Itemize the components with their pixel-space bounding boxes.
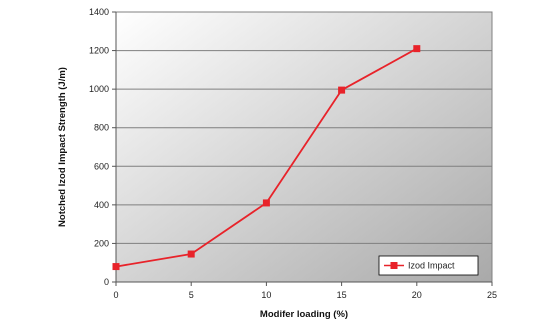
x-tick-label: 5 — [189, 290, 194, 300]
x-tick-label: 10 — [261, 290, 271, 300]
y-tick-label: 200 — [94, 238, 109, 248]
x-axis-title: Modifer loading (%) — [260, 309, 348, 320]
legend-box — [378, 255, 479, 276]
data-point — [413, 45, 421, 53]
grid-lines — [116, 50, 492, 244]
data-point — [112, 263, 120, 271]
series-layer — [112, 45, 421, 271]
y-tick-label: 400 — [94, 200, 109, 210]
y-axis-ticks: 0 200 400 600 800 1000 1200 1400 — [89, 7, 116, 287]
y-tick-label: 0 — [104, 277, 109, 287]
legend-label: Izod Impact — [408, 261, 455, 271]
data-point — [187, 250, 195, 258]
y-tick-label: 1200 — [89, 46, 109, 56]
x-tick-label: 25 — [487, 290, 497, 300]
x-tick-label: 15 — [337, 290, 347, 300]
legend-marker-sample — [390, 262, 398, 269]
y-axis-title: Notched Izod Impact Strength (J/m) — [57, 67, 68, 227]
data-point — [262, 199, 270, 207]
x-tick-label: 20 — [412, 290, 422, 300]
y-tick-label: 1000 — [89, 84, 109, 94]
x-axis-ticks: 0 5 10 15 20 25 — [113, 282, 497, 300]
legend: Izod Impact — [378, 255, 479, 276]
y-tick-label: 600 — [94, 161, 109, 171]
x-tick-label: 0 — [113, 290, 118, 300]
y-tick-label: 800 — [94, 123, 109, 133]
y-tick-label: 1400 — [89, 7, 109, 17]
data-point — [338, 86, 346, 94]
